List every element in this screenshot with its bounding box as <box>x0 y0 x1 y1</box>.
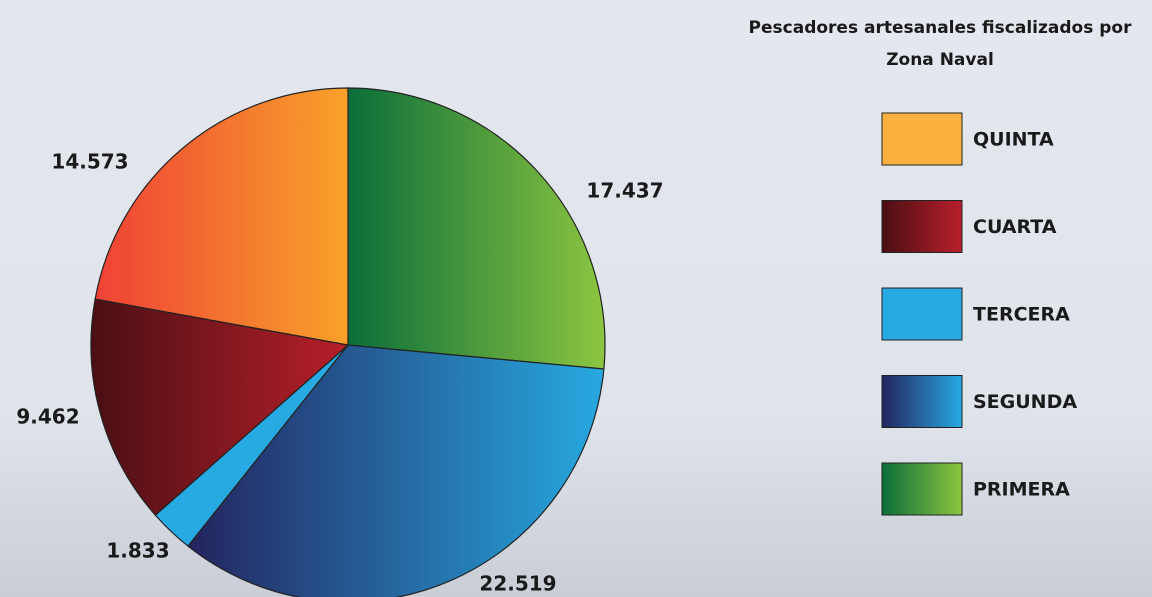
data-label: 1.833 <box>106 539 169 563</box>
legend-label: CUARTA <box>973 216 1057 238</box>
data-label: 17.437 <box>586 179 663 203</box>
pie-slice <box>95 88 348 345</box>
legend-swatch <box>882 463 962 515</box>
chart: Pescadores artesanales fiscalizados porZ… <box>0 0 1152 597</box>
legend-label: SEGUNDA <box>973 391 1077 413</box>
pie-slice <box>348 88 605 369</box>
legend-label: PRIMERA <box>973 479 1070 501</box>
data-label: 22.519 <box>479 572 556 596</box>
legend-label: TERCERA <box>973 304 1070 326</box>
legend-swatch <box>882 113 962 165</box>
legend-swatch <box>882 201 962 253</box>
data-label: 14.573 <box>51 150 128 174</box>
page: Pescadores artesanales fiscalizados porZ… <box>0 0 1152 597</box>
chart-title: Pescadores artesanales fiscalizados porZ… <box>749 18 1133 70</box>
data-label: 9.462 <box>16 405 79 429</box>
legend-swatch <box>882 376 962 428</box>
legend-swatch <box>882 288 962 340</box>
legend-label: QUINTA <box>973 129 1054 151</box>
